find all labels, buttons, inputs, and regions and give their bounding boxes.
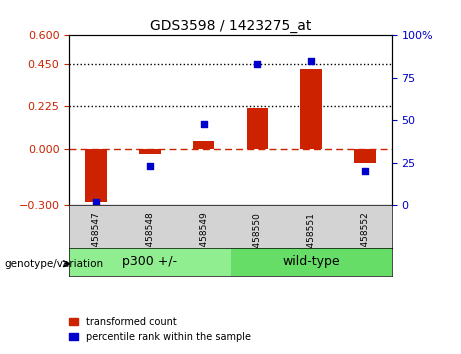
Point	[254, 62, 261, 67]
Bar	[193, 141, 214, 149]
Bar	[230, 248, 392, 276]
Text: GSM458551: GSM458551	[307, 212, 316, 267]
Bar	[247, 108, 268, 149]
Text: GSM458552: GSM458552	[361, 212, 369, 267]
Point	[146, 164, 154, 169]
Bar	[139, 149, 160, 154]
Text: p300 +/-: p300 +/-	[122, 256, 177, 268]
Text: GSM458547: GSM458547	[92, 212, 100, 267]
Point	[307, 58, 315, 64]
Bar	[69, 248, 230, 276]
Text: wild-type: wild-type	[282, 256, 340, 268]
Legend: transformed count, percentile rank within the sample: transformed count, percentile rank withi…	[65, 313, 255, 346]
Bar	[354, 149, 376, 163]
Point	[200, 121, 207, 127]
Text: GSM458549: GSM458549	[199, 212, 208, 267]
Bar	[85, 149, 107, 202]
Point	[92, 199, 100, 205]
Point	[361, 169, 369, 174]
Text: genotype/variation: genotype/variation	[5, 259, 104, 269]
Text: GSM458550: GSM458550	[253, 212, 262, 267]
Text: GSM458548: GSM458548	[145, 212, 154, 267]
Title: GDS3598 / 1423275_at: GDS3598 / 1423275_at	[150, 19, 311, 33]
Bar	[301, 69, 322, 149]
